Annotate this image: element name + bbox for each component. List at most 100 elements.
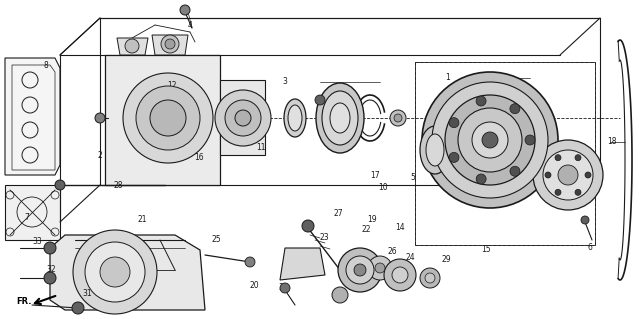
Circle shape: [245, 257, 255, 267]
Text: 4: 4: [188, 21, 193, 31]
Text: 25: 25: [212, 235, 221, 244]
Text: 24: 24: [406, 254, 415, 263]
Text: 13: 13: [499, 188, 509, 197]
Text: 5: 5: [410, 174, 415, 182]
Text: 21: 21: [138, 216, 147, 225]
Text: 22: 22: [362, 226, 371, 234]
Polygon shape: [5, 185, 60, 240]
Ellipse shape: [426, 134, 444, 166]
Circle shape: [44, 242, 56, 254]
Circle shape: [472, 122, 508, 158]
Text: 32: 32: [46, 265, 56, 275]
Circle shape: [180, 5, 190, 15]
Circle shape: [161, 35, 179, 53]
Text: 26: 26: [388, 248, 397, 256]
Circle shape: [432, 82, 548, 198]
Text: 16: 16: [194, 153, 204, 162]
Circle shape: [476, 174, 486, 184]
Ellipse shape: [330, 103, 350, 133]
Text: 3: 3: [282, 78, 287, 86]
Circle shape: [368, 256, 392, 280]
Circle shape: [280, 283, 290, 293]
Circle shape: [555, 155, 561, 161]
Text: 19: 19: [367, 216, 376, 225]
Circle shape: [235, 110, 251, 126]
Polygon shape: [105, 55, 220, 185]
Text: 11: 11: [256, 144, 266, 152]
Circle shape: [575, 189, 581, 195]
Ellipse shape: [284, 99, 306, 137]
Circle shape: [136, 86, 200, 150]
Text: 15: 15: [481, 246, 491, 255]
Circle shape: [44, 272, 56, 284]
Circle shape: [482, 132, 498, 148]
Circle shape: [390, 110, 406, 126]
Circle shape: [95, 113, 105, 123]
Text: 14: 14: [395, 224, 404, 233]
Ellipse shape: [316, 83, 364, 153]
Circle shape: [575, 155, 581, 161]
Circle shape: [510, 104, 520, 114]
Text: 17: 17: [370, 170, 380, 180]
Circle shape: [533, 140, 603, 210]
Circle shape: [338, 248, 382, 292]
Circle shape: [125, 39, 139, 53]
Text: 8: 8: [43, 61, 48, 70]
Circle shape: [384, 259, 416, 291]
Circle shape: [449, 118, 459, 128]
Text: 12: 12: [167, 80, 177, 90]
Text: 7: 7: [24, 213, 29, 222]
Circle shape: [425, 273, 435, 283]
Ellipse shape: [322, 91, 358, 145]
Text: 28: 28: [114, 181, 124, 189]
Text: 33: 33: [32, 238, 42, 247]
Circle shape: [392, 267, 408, 283]
Circle shape: [150, 100, 186, 136]
Circle shape: [458, 108, 522, 172]
Circle shape: [123, 73, 213, 163]
Circle shape: [315, 95, 325, 105]
Text: 2: 2: [98, 151, 103, 160]
Text: 29: 29: [442, 256, 452, 264]
Text: 18: 18: [607, 137, 616, 146]
Circle shape: [375, 263, 385, 273]
Circle shape: [476, 96, 486, 106]
Text: 9: 9: [466, 98, 471, 107]
Circle shape: [581, 216, 589, 224]
Circle shape: [354, 264, 366, 276]
Circle shape: [72, 302, 84, 314]
Circle shape: [165, 39, 175, 49]
Circle shape: [445, 95, 535, 185]
Polygon shape: [5, 58, 60, 175]
Text: 31: 31: [82, 288, 92, 298]
Circle shape: [394, 114, 402, 122]
Text: 1: 1: [445, 73, 450, 83]
Circle shape: [73, 230, 157, 314]
Circle shape: [558, 165, 578, 185]
Circle shape: [302, 220, 314, 232]
Polygon shape: [117, 38, 148, 55]
Circle shape: [100, 257, 130, 287]
Text: 30: 30: [278, 283, 288, 292]
Text: 27: 27: [333, 209, 342, 218]
Circle shape: [525, 135, 535, 145]
Circle shape: [332, 287, 348, 303]
Ellipse shape: [288, 105, 302, 131]
Circle shape: [85, 242, 145, 302]
Polygon shape: [50, 235, 205, 310]
Circle shape: [543, 150, 593, 200]
Circle shape: [449, 152, 459, 162]
Circle shape: [555, 189, 561, 195]
Polygon shape: [220, 80, 265, 155]
Text: 10: 10: [378, 183, 388, 192]
Circle shape: [585, 172, 591, 178]
Circle shape: [215, 90, 271, 146]
Circle shape: [545, 172, 551, 178]
Polygon shape: [280, 248, 325, 280]
Circle shape: [510, 166, 520, 176]
Text: 20: 20: [250, 280, 260, 290]
Text: 23: 23: [320, 234, 330, 242]
Polygon shape: [152, 35, 188, 55]
Ellipse shape: [420, 126, 450, 174]
Text: FR.: FR.: [16, 298, 32, 307]
